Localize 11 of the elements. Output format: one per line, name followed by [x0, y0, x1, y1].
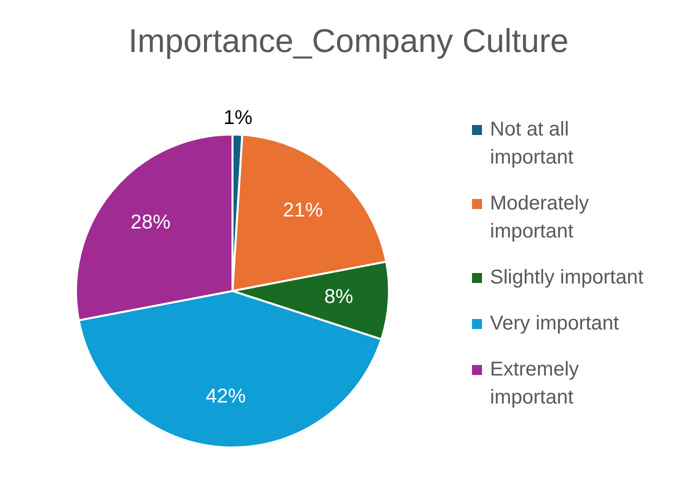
- legend-label: Not at all important: [490, 118, 574, 169]
- data-label: 8%: [324, 286, 354, 308]
- data-label: 21%: [282, 200, 324, 222]
- legend-label: Extremely important: [490, 358, 579, 409]
- chart-title: Importance_Company Culture: [127, 22, 570, 60]
- legend-label: Very important: [490, 312, 620, 335]
- data-label: 1%: [223, 107, 253, 130]
- data-label: 28%: [130, 212, 171, 234]
- legend-label: Moderately important: [490, 192, 589, 243]
- legend-label: Slightly important: [490, 266, 644, 289]
- data-label: 42%: [206, 386, 246, 408]
